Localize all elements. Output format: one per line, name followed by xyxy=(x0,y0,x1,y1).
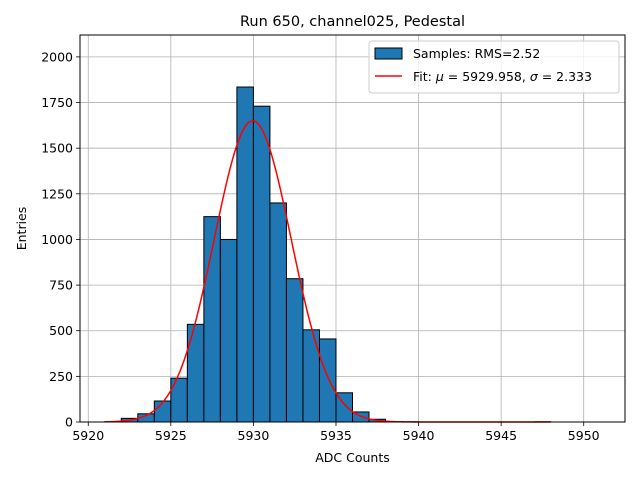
x-tick-label: 5920 xyxy=(72,428,104,443)
legend-fit-label: Fit: μ = 5929.958, σ = 2.333 xyxy=(413,69,592,84)
x-tick-label: 5945 xyxy=(485,428,517,443)
y-tick-label: 1500 xyxy=(41,141,73,156)
y-tick-label: 0 xyxy=(65,415,73,430)
legend-box xyxy=(368,40,620,94)
legend: Samples: RMS=2.52 Fit: μ = 5929.958, σ =… xyxy=(368,40,620,94)
y-tick-label: 1750 xyxy=(41,95,73,110)
y-tick-label: 500 xyxy=(49,323,73,338)
histogram-bar xyxy=(269,202,287,423)
legend-hist-label: Samples: RMS=2.52 xyxy=(413,46,540,61)
x-tick-label: 5935 xyxy=(320,428,352,443)
y-axis-ticks: 0 250 500 750 1000 1250 1500 1750 2000 xyxy=(41,49,80,430)
histogram-bar xyxy=(252,105,271,423)
chart-title: Run 650, channel025, Pedestal xyxy=(240,14,465,30)
histogram-bar xyxy=(186,323,205,423)
x-axis-ticks: 5920 5925 5930 5935 5940 5945 5950 xyxy=(72,422,600,443)
histogram-bar xyxy=(318,338,337,423)
y-tick-label: 1000 xyxy=(41,232,73,247)
x-tick-label: 5930 xyxy=(238,428,270,443)
histogram-bar xyxy=(285,278,304,423)
y-tick-label: 2000 xyxy=(41,49,73,64)
x-tick-label: 5940 xyxy=(403,428,435,443)
y-axis-label: Entries xyxy=(14,207,29,251)
legend-hist-swatch xyxy=(374,47,403,60)
histogram-bar xyxy=(302,329,320,423)
x-tick-label: 5950 xyxy=(568,428,600,443)
plot-frame xyxy=(79,34,626,423)
y-tick-label: 1250 xyxy=(41,186,73,201)
y-tick-label: 750 xyxy=(49,278,73,293)
x-axis-label: ADC Counts xyxy=(315,450,390,465)
histogram-bar xyxy=(153,400,172,423)
y-tick-label: 250 xyxy=(49,369,73,384)
x-tick-label: 5925 xyxy=(155,428,187,443)
histogram-bar xyxy=(219,238,238,423)
